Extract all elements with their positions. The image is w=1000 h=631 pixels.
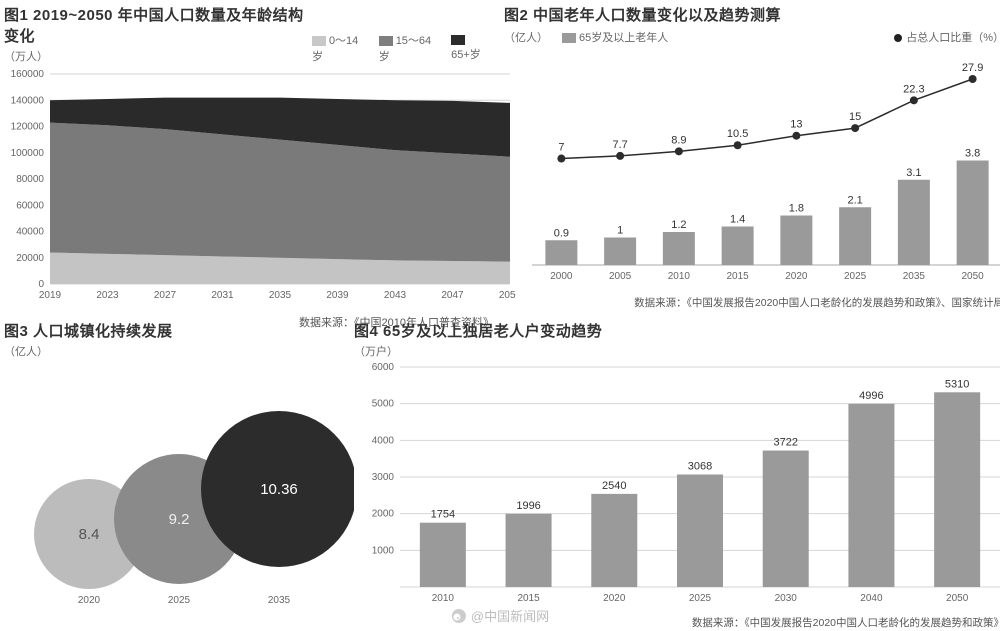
svg-text:2000: 2000 xyxy=(550,271,573,282)
svg-text:2010: 2010 xyxy=(432,593,455,604)
svg-text:80000: 80000 xyxy=(16,174,44,185)
chart2-panel: 图2 中国老年人口数量变化以及趋势测算 （亿人） 65岁及以上老年人 占总人口比… xyxy=(504,4,1000,314)
chart2-source: 数据来源：《中国发展报告2020中国人口老龄化的发展趋势和政策》、国家统计局 xyxy=(504,295,1000,310)
svg-text:2035: 2035 xyxy=(269,290,292,301)
svg-text:9.2: 9.2 xyxy=(169,511,190,528)
svg-text:13: 13 xyxy=(790,119,802,131)
chart2-legend-left: （亿人） 65岁及以上老年人 xyxy=(504,29,668,45)
svg-text:1: 1 xyxy=(617,225,623,237)
svg-text:140000: 140000 xyxy=(11,95,45,106)
svg-text:0: 0 xyxy=(38,279,44,290)
svg-text:1754: 1754 xyxy=(431,509,455,521)
svg-text:160000: 160000 xyxy=(11,69,45,80)
svg-text:2025: 2025 xyxy=(844,271,867,282)
svg-text:4000: 4000 xyxy=(372,435,395,446)
chart1-panel: 图1 2019~2050 年中国人口数量及年龄结构变化 （万人） 0～14岁15… xyxy=(4,4,494,314)
svg-text:4996: 4996 xyxy=(859,390,883,402)
svg-text:40000: 40000 xyxy=(16,227,44,238)
svg-text:2039: 2039 xyxy=(326,290,349,301)
svg-text:2031: 2031 xyxy=(211,290,234,301)
svg-text:120000: 120000 xyxy=(11,122,45,133)
chart1-unit: （万人） xyxy=(4,48,312,64)
svg-text:2540: 2540 xyxy=(602,480,626,492)
svg-text:2000: 2000 xyxy=(372,509,395,520)
chart4-unit: （万户） xyxy=(354,343,1000,359)
svg-text:2043: 2043 xyxy=(384,290,407,301)
svg-text:5310: 5310 xyxy=(945,378,969,390)
svg-text:2015: 2015 xyxy=(517,593,540,604)
svg-text:8.4: 8.4 xyxy=(79,526,100,543)
svg-text:10.36: 10.36 xyxy=(260,481,298,498)
svg-text:2035: 2035 xyxy=(903,271,926,282)
svg-text:2047: 2047 xyxy=(441,290,464,301)
chart2-title: 图2 中国老年人口数量变化以及趋势测算 xyxy=(504,4,781,25)
svg-text:2015: 2015 xyxy=(727,271,750,282)
svg-text:5000: 5000 xyxy=(372,399,395,410)
svg-text:2023: 2023 xyxy=(96,290,119,301)
svg-text:15: 15 xyxy=(849,111,861,123)
chart1-title: 图1 2019~2050 年中国人口数量及年龄结构变化 xyxy=(4,4,312,46)
svg-text:2050: 2050 xyxy=(946,593,969,604)
svg-text:1.8: 1.8 xyxy=(789,203,804,215)
svg-text:1.2: 1.2 xyxy=(671,219,686,231)
chart4-plot: 1000 2000 3000 4000 5000 6000 1754 2010 1996 2015… xyxy=(354,359,1000,611)
chart4-panel: 图4 65岁及以上独居老人户变动趋势 （万户） 1000 2000 3000 4000… xyxy=(354,320,1000,625)
svg-text:7.7: 7.7 xyxy=(612,139,627,151)
svg-text:2020: 2020 xyxy=(603,593,626,604)
svg-text:3.1: 3.1 xyxy=(906,167,921,179)
svg-text:1000: 1000 xyxy=(372,545,395,556)
svg-text:2035: 2035 xyxy=(268,595,291,606)
svg-text:2005: 2005 xyxy=(609,271,632,282)
svg-text:1.4: 1.4 xyxy=(730,214,745,226)
svg-text:27.9: 27.9 xyxy=(962,62,983,74)
svg-text:2020: 2020 xyxy=(78,595,101,606)
svg-text:2010: 2010 xyxy=(668,271,691,282)
chart4-title: 图4 65岁及以上独居老人户变动趋势 xyxy=(354,320,1000,341)
svg-text:0.9: 0.9 xyxy=(554,227,569,239)
svg-text:20000: 20000 xyxy=(16,253,44,264)
svg-text:6000: 6000 xyxy=(372,362,395,373)
weibo-icon xyxy=(451,608,467,624)
footer-watermark: @中国新闻网 xyxy=(451,606,549,625)
svg-text:2040: 2040 xyxy=(860,593,883,604)
svg-text:10.5: 10.5 xyxy=(727,128,748,140)
chart1-plot: 0 20000 40000 60000 80000 100000 120000 140000 1… xyxy=(4,64,516,310)
svg-text:3000: 3000 xyxy=(372,472,395,483)
svg-text:2025: 2025 xyxy=(689,593,712,604)
svg-text:3068: 3068 xyxy=(688,461,712,473)
svg-text:2019: 2019 xyxy=(39,290,62,301)
svg-text:1996: 1996 xyxy=(516,500,540,512)
svg-text:22.3: 22.3 xyxy=(903,83,924,95)
chart2-legend-right: 占总人口比重（%） xyxy=(894,29,1000,45)
svg-text:7: 7 xyxy=(558,142,564,154)
svg-text:2025: 2025 xyxy=(168,595,191,606)
svg-text:2030: 2030 xyxy=(775,593,798,604)
chart2-plot: 0.9 2000 1 2005 1.2 2010 1.4 2015 1.8 2020 2.1 2025… xyxy=(504,45,1000,291)
svg-text:8.9: 8.9 xyxy=(671,134,686,146)
svg-text:2020: 2020 xyxy=(785,271,808,282)
svg-text:100000: 100000 xyxy=(11,148,45,159)
svg-text:2027: 2027 xyxy=(154,290,177,301)
svg-text:60000: 60000 xyxy=(16,200,44,211)
svg-text:2.1: 2.1 xyxy=(847,194,862,206)
svg-text:3722: 3722 xyxy=(773,437,797,449)
chart3-plot: 8.4 2020 9.2 2025 10.36 2035 xyxy=(4,359,354,609)
chart1-legend: 0～14岁15～64岁65+岁 xyxy=(312,32,494,64)
svg-text:3.8: 3.8 xyxy=(965,148,980,160)
svg-text:2050: 2050 xyxy=(962,271,985,282)
